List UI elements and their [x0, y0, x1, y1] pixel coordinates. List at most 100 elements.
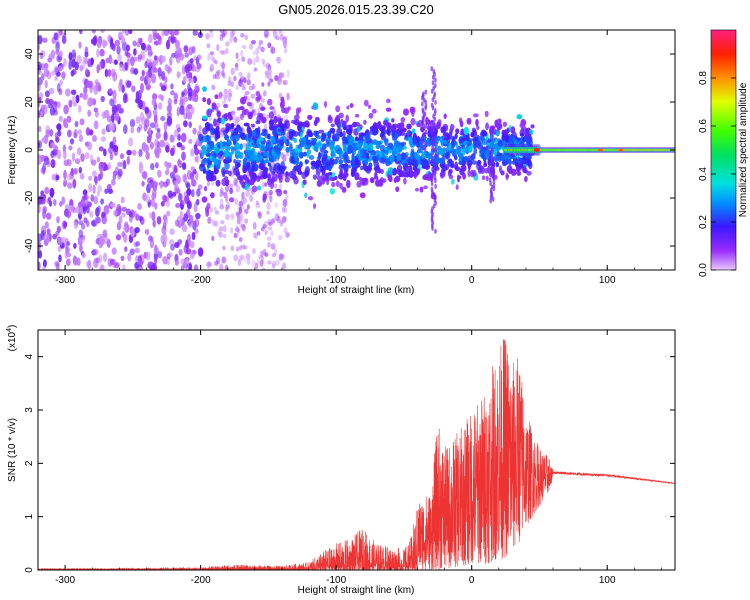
spectrogram-cell	[421, 107, 425, 113]
spectrogram-cell	[299, 131, 303, 140]
spectrogram-cell	[391, 149, 397, 156]
spectrogram-cell	[489, 166, 493, 172]
spectrogram-cell	[122, 93, 128, 104]
spectrogram-cell	[235, 184, 240, 193]
spectrogram-cell	[241, 191, 245, 200]
spectrogram-cell	[163, 30, 170, 37]
spectrogram-cell	[116, 203, 122, 214]
spectrogram-cell	[379, 132, 385, 138]
spectrogram-cell	[434, 83, 437, 89]
spectrogram-cell	[440, 139, 446, 144]
spectrogram-cell	[359, 192, 366, 199]
spectrogram-cell	[263, 159, 270, 164]
spectrogram-cell	[206, 181, 211, 187]
spectrogram-cell	[406, 130, 412, 137]
spectrogram-cell	[430, 158, 434, 164]
spectrogram-cell	[250, 123, 256, 128]
colorbar: 0.0 0.2 0.4 0.6 0.8 Normalized spectral ampl…	[698, 29, 749, 277]
spectrogram-cell	[308, 154, 315, 161]
spectrogram-cell	[194, 154, 200, 164]
spectrogram-cell	[515, 159, 519, 164]
spectrogram-cell	[217, 229, 222, 236]
spectrogram-cell	[145, 251, 151, 261]
spectrogram-cell	[466, 117, 472, 125]
spectrogram-cell	[84, 46, 89, 56]
spectrogram-cell	[180, 258, 185, 266]
spectrogram-cell	[505, 174, 510, 179]
spectrogram-cell	[188, 48, 193, 56]
spectrogram-cell	[267, 260, 272, 265]
spectrogram-cell	[448, 158, 453, 164]
spectrogram-cell	[503, 129, 509, 137]
spectrogram-cell	[100, 30, 105, 34]
spectrogram-cell	[263, 151, 269, 157]
spectrogram-cell	[276, 215, 281, 224]
spectrogram-cell	[230, 123, 235, 128]
spectrogram-cell	[61, 70, 66, 81]
spectrogram-cell	[165, 145, 170, 153]
spectrogram-cell	[410, 117, 416, 126]
spectrogram-cell	[293, 165, 297, 172]
spectrogram-cell	[268, 221, 273, 226]
spectrogram-cell	[283, 46, 288, 54]
spectrogram-cell	[63, 221, 68, 228]
spectrogram-cell	[54, 132, 59, 141]
spectrogram-cell	[112, 144, 119, 153]
spectrogram-cell	[238, 200, 244, 207]
spectrogram-cell	[163, 130, 168, 141]
spectrogram-cell	[153, 40, 160, 46]
spectrogram-cell	[239, 213, 244, 221]
spectrogram-cell	[211, 235, 215, 241]
spectrogram-cell	[221, 69, 225, 77]
spectrogram-cell	[48, 98, 54, 105]
spectrogram-cell	[275, 150, 281, 155]
spectrogram-cell	[243, 245, 248, 250]
spectrogram-cell	[84, 67, 89, 76]
spectrogram-cell	[85, 127, 91, 136]
spectrogram-cell	[255, 47, 260, 56]
spectrogram-cell	[380, 168, 384, 174]
spectrogram-cell	[149, 236, 154, 242]
spectrogram-cell	[165, 178, 171, 186]
spectrogram-cell	[272, 128, 278, 137]
spectrogram-cell	[222, 224, 227, 233]
spectrogram-cell	[471, 160, 478, 165]
spectrogram-cell	[389, 154, 395, 163]
spectrogram-cell	[78, 134, 84, 143]
spectrogram-cell	[302, 179, 307, 185]
spectrogram-cell	[129, 119, 136, 128]
spectrogram-cell	[268, 119, 274, 127]
spectrogram-cell	[44, 186, 50, 195]
spectrogram-cell	[462, 133, 466, 138]
spectrogram-cell	[264, 30, 269, 38]
spectrogram-cell	[278, 175, 283, 183]
spectrogram-cell	[262, 174, 268, 179]
spectrogram-cell	[112, 136, 117, 146]
spectrogram-cell	[185, 181, 190, 188]
spectrogram-cell	[453, 141, 458, 146]
spectrogram-cell	[489, 143, 493, 150]
spectrogram-cell	[209, 140, 215, 150]
spectrogram-cell	[198, 133, 204, 142]
spectrogram-cell	[172, 145, 176, 152]
spectrogram-cell	[202, 86, 207, 92]
spectrogram-cell	[434, 77, 437, 83]
spectrogram-cell	[235, 227, 240, 233]
spectrogram-cell	[90, 194, 95, 202]
spectrogram-cell	[87, 109, 92, 117]
colorbar-tick-label: 0.0	[698, 263, 709, 277]
spectrogram-cell	[241, 109, 247, 116]
spectrogram-cell	[61, 196, 66, 205]
spectrogram-cell	[281, 123, 287, 128]
spectrogram-cell	[158, 94, 163, 100]
spectrogram-cell	[61, 35, 67, 45]
spectrogram-cell	[476, 125, 480, 131]
spectrogram-cell	[276, 188, 283, 197]
spectrogram-cell	[369, 177, 375, 184]
spectrogram-cell	[154, 147, 159, 156]
spectrogram-cell	[229, 227, 234, 234]
spectrogram-cell	[120, 35, 126, 45]
spectrogram-cell	[58, 50, 63, 57]
spectrogram-cell	[206, 43, 211, 49]
spectrogram-cell	[460, 164, 467, 172]
